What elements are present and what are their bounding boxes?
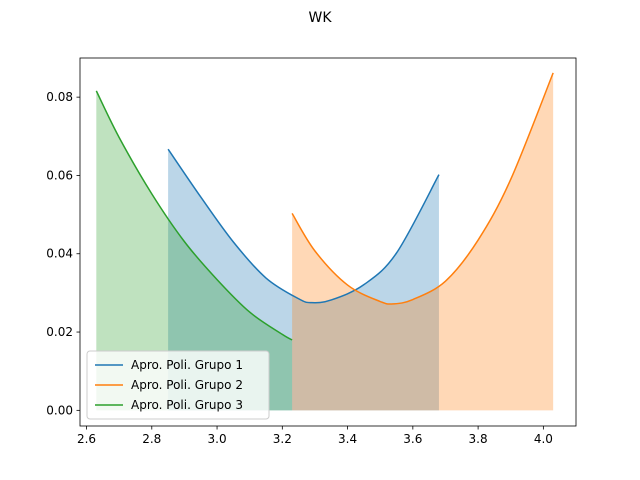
series-line-1 [167,148,440,304]
series-fills [96,72,554,411]
x-tick-label: 3.0 [208,432,227,446]
series-lines [95,72,554,341]
x-tick-label: 3.2 [273,432,292,446]
x-tick-label: 2.6 [77,432,96,446]
series-fill-1 [168,149,439,411]
legend-box [86,350,270,420]
x-tick-label: 3.6 [403,432,422,446]
series-line-2 [291,72,554,305]
legend-label-3: Apro. Poli. Grupo 3 [131,398,243,412]
legend-label-2: Apro. Poli. Grupo 2 [131,378,243,392]
y-axis: 0.00 0.02 0.04 0.06 0.08 [46,90,80,417]
legend: Apro. Poli. Grupo 1 Apro. Poli. Grupo 2 Ap… [86,350,270,420]
x-tick-label: 2.8 [142,432,161,446]
y-tick-label: 0.04 [46,247,73,261]
x-axis: 2.6 2.8 3.0 3.2 3.4 3.6 3.8 4.0 [77,426,553,446]
y-tick-label: 0.00 [46,403,73,417]
x-tick-label: 3.8 [469,432,488,446]
x-tick-label: 4.0 [534,432,553,446]
y-tick-label: 0.08 [46,90,73,104]
y-tick-label: 0.02 [46,325,73,339]
plot-area-frame [79,57,577,427]
series-fill-2 [292,72,554,411]
x-tick-label: 3.4 [338,432,357,446]
chart-title: WK [308,10,332,26]
series-fill-3 [96,90,293,411]
legend-label-1: Apro. Poli. Grupo 1 [131,358,243,372]
y-tick-label: 0.06 [46,168,73,182]
series-line-3 [95,90,293,341]
